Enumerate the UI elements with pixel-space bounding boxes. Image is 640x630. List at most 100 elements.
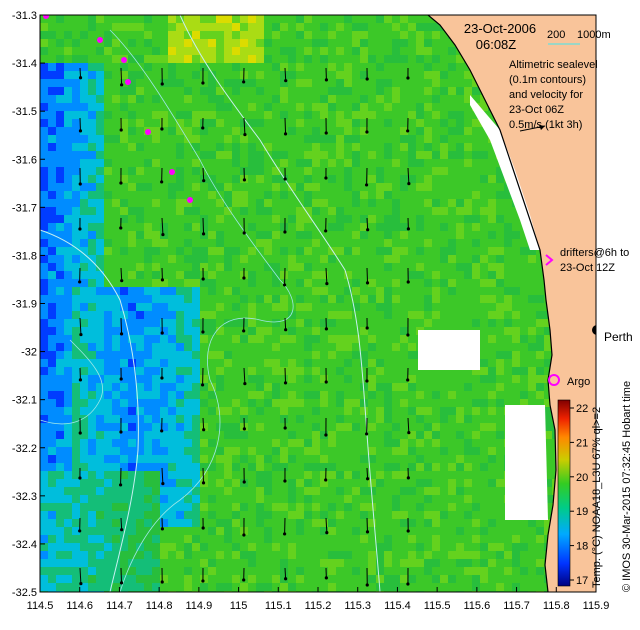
sst-pixel [64, 303, 72, 311]
sst-pixel [192, 343, 200, 351]
sst-pixel [304, 223, 312, 231]
sst-pixel [152, 231, 160, 239]
sst-pixel [408, 527, 416, 535]
sst-pixel [224, 39, 232, 47]
sst-pixel [384, 31, 392, 39]
sst-pixel [120, 143, 128, 151]
sst-pixel [112, 223, 120, 231]
sst-pixel [248, 583, 256, 591]
sst-pixel [88, 79, 96, 87]
sst-pixel [240, 295, 248, 303]
sst-pixel [432, 311, 440, 319]
sst-pixel [248, 335, 256, 343]
sst-pixel [352, 191, 360, 199]
sst-pixel [64, 79, 72, 87]
sst-pixel [128, 239, 136, 247]
sst-pixel [144, 207, 152, 215]
sst-pixel [384, 263, 392, 271]
sst-pixel [288, 15, 296, 23]
sst-pixel [128, 207, 136, 215]
sst-pixel [456, 103, 464, 111]
sst-pixel [424, 495, 432, 503]
sst-pixel [40, 311, 48, 319]
sst-pixel [256, 527, 264, 535]
sst-pixel [288, 47, 296, 55]
sst-pixel [344, 375, 352, 383]
sst-pixel [160, 55, 168, 63]
sst-pixel [520, 359, 528, 367]
sst-pixel [504, 287, 512, 295]
sst-pixel [168, 271, 176, 279]
sst-pixel [232, 415, 240, 423]
sst-pixel [312, 431, 320, 439]
sst-pixel [248, 479, 256, 487]
sst-pixel [512, 343, 520, 351]
sst-pixel [296, 503, 304, 511]
sst-pixel [168, 575, 176, 583]
sst-pixel [464, 239, 472, 247]
sst-pixel [352, 295, 360, 303]
sst-pixel [96, 295, 104, 303]
velocity-arrow [120, 317, 123, 334]
sst-pixel [312, 31, 320, 39]
sst-pixel [496, 527, 504, 535]
sst-pixel [88, 39, 96, 47]
sst-pixel [296, 39, 304, 47]
sst-pixel [384, 343, 392, 351]
sst-pixel [320, 351, 328, 359]
sst-pixel [96, 575, 104, 583]
sst-pixel [448, 519, 456, 527]
sst-pixel [48, 335, 56, 343]
sst-pixel [344, 31, 352, 39]
sst-pixel [288, 471, 296, 479]
sst-pixel [384, 319, 392, 327]
sst-pixel [528, 279, 536, 287]
sst-pixel [104, 503, 112, 511]
sst-pixel [360, 503, 368, 511]
sst-pixel [208, 455, 216, 463]
sst-pixel [40, 143, 48, 151]
sst-pixel [264, 559, 272, 567]
sst-pixel [152, 527, 160, 535]
sst-pixel [256, 543, 264, 551]
sst-pixel [48, 479, 56, 487]
sst-pixel [160, 79, 168, 87]
sst-pixel [528, 543, 536, 551]
sst-pixel [96, 279, 104, 287]
sst-pixel [112, 247, 120, 255]
contour-200m [179, 15, 381, 592]
sst-pixel [176, 399, 184, 407]
sst-pixel [136, 71, 144, 79]
sst-pixel [408, 247, 416, 255]
sst-pixel [312, 375, 320, 383]
sst-pixel [344, 559, 352, 567]
sst-pixel [416, 535, 424, 543]
sst-pixel [256, 407, 264, 415]
sst-pixel [72, 327, 80, 335]
sst-pixel [136, 375, 144, 383]
sst-pixel [504, 255, 512, 263]
sst-pixel [496, 335, 504, 343]
sst-pixel [432, 383, 440, 391]
sst-pixel [424, 103, 432, 111]
sst-pixel [496, 215, 504, 223]
sst-pixel [352, 31, 360, 39]
sst-pixel [344, 303, 352, 311]
sst-pixel [72, 431, 80, 439]
sst-pixel [408, 183, 416, 191]
sst-pixel [256, 271, 264, 279]
sst-pixel [496, 487, 504, 495]
sst-pixel [176, 247, 184, 255]
sst-pixel [536, 255, 544, 263]
sst-pixel [88, 567, 96, 575]
sst-pixel [472, 439, 480, 447]
sst-pixel [200, 415, 208, 423]
sst-pixel [216, 95, 224, 103]
sst-pixel [344, 263, 352, 271]
sst-pixel [136, 239, 144, 247]
sst-pixel [344, 15, 352, 23]
sst-pixel [120, 567, 128, 575]
sst-pixel [488, 439, 496, 447]
sst-pixel [440, 415, 448, 423]
sst-pixel [128, 423, 136, 431]
